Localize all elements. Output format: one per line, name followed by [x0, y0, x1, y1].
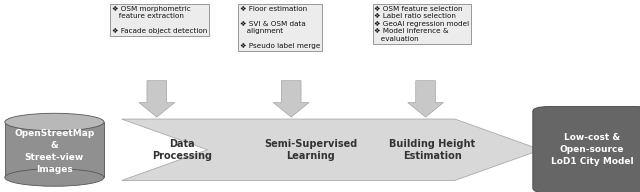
- Text: ❖ OSM feature selection
❖ Label ratio selection
❖ GeoAI regression model
❖ Model: ❖ OSM feature selection ❖ Label ratio se…: [374, 6, 470, 42]
- Text: Data
Processing: Data Processing: [152, 139, 212, 161]
- FancyBboxPatch shape: [5, 122, 104, 177]
- Text: Semi-Supervised
Learning: Semi-Supervised Learning: [264, 139, 357, 161]
- Polygon shape: [273, 81, 309, 117]
- Polygon shape: [139, 81, 175, 117]
- Text: OpenStreetMap
&
Street-view
Images: OpenStreetMap & Street-view Images: [14, 129, 95, 174]
- Ellipse shape: [5, 169, 104, 186]
- Text: ❖ OSM morphometric
   feature extraction

❖ Facade object detection: ❖ OSM morphometric feature extraction ❖ …: [112, 6, 207, 35]
- Polygon shape: [408, 81, 444, 117]
- Text: Low-cost &
Open-source
LoD1 City Model: Low-cost & Open-source LoD1 City Model: [550, 133, 634, 166]
- Ellipse shape: [5, 113, 104, 131]
- Text: Building Height
Estimation: Building Height Estimation: [389, 139, 475, 161]
- FancyBboxPatch shape: [532, 107, 640, 192]
- Polygon shape: [122, 119, 541, 180]
- Text: ❖ Floor estimation

❖ SVI & OSM data
   alignment

❖ Pseudo label merge: ❖ Floor estimation ❖ SVI & OSM data alig…: [240, 6, 321, 49]
